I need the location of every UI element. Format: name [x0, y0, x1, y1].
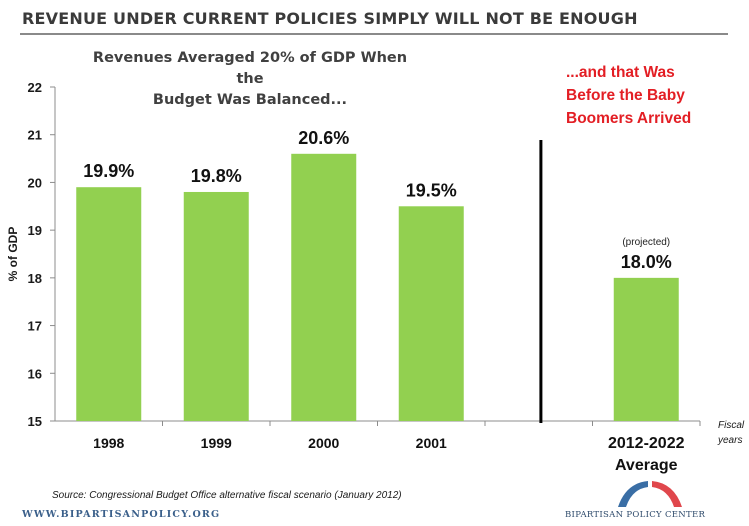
bar-2000 — [291, 153, 357, 422]
subtitle-line-2: Budget Was Balanced... — [152, 92, 348, 108]
x-category-label: 2012-2022 — [608, 435, 685, 452]
baby-boomer-annotation: ...and that Was Before the Baby Boomers … — [566, 61, 746, 130]
x-category-label: 1999 — [201, 435, 232, 451]
y-tick-label: 15 — [28, 414, 42, 429]
x-category-label: Average — [615, 457, 678, 474]
x-category-label: 2000 — [308, 435, 339, 451]
logo-blue-arc — [618, 481, 648, 507]
subtitle-line-1: Revenues Averaged 20% of GDP When the — [92, 50, 408, 87]
x-category-label: 1998 — [93, 435, 124, 451]
x-category-label: 2001 — [416, 435, 447, 451]
logo-text: BIPARTISAN POLICY CENTER — [565, 510, 706, 520]
bar-1999 — [183, 191, 249, 421]
annotation-line-3: Boomers Arrived — [566, 110, 692, 127]
y-axis-label: % of GDP — [6, 227, 20, 282]
y-tick-label: 20 — [28, 175, 42, 190]
website-link[interactable]: WWW.BIPARTISANPOLICY.ORG — [22, 509, 221, 520]
x-axis-label: Fiscal — [718, 420, 745, 431]
header-divider — [20, 33, 728, 35]
y-tick-label: 22 — [28, 80, 42, 95]
data-label: 19.8% — [191, 166, 242, 186]
annotation-line-2: Before the Baby — [566, 87, 685, 104]
y-tick-label: 18 — [28, 271, 42, 286]
annotation-line-1: ...and that Was — [566, 64, 675, 81]
chart-subtitle: Revenues Averaged 20% of GDP When the Bu… — [80, 48, 420, 111]
bar-2012-2022-average — [613, 277, 679, 421]
data-label: 19.5% — [406, 180, 457, 200]
data-label: 18.0% — [621, 252, 672, 272]
y-tick-label: 17 — [28, 319, 42, 334]
y-tick-label: 19 — [28, 223, 42, 238]
bipartisan-policy-center-logo-icon — [618, 481, 682, 507]
source-note: Source: Congressional Budget Office alte… — [52, 490, 402, 501]
y-tick-label: 16 — [28, 366, 42, 381]
x-axis-label: years — [717, 435, 742, 446]
bar-2001 — [398, 206, 464, 421]
bar-1998 — [76, 187, 142, 421]
projected-annotation: (projected) — [622, 237, 670, 248]
data-label: 20.6% — [298, 128, 349, 148]
header-title: REVENUE UNDER CURRENT POLICIES SIMPLY WI… — [22, 9, 638, 28]
y-tick-label: 21 — [28, 128, 42, 143]
data-label: 19.9% — [83, 161, 134, 181]
logo-red-arc — [652, 481, 682, 507]
